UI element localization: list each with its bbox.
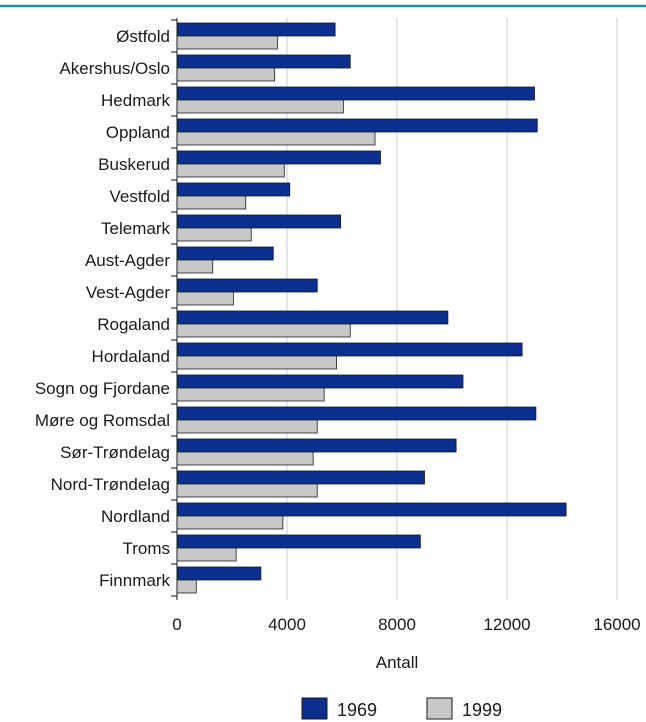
- bar-1999: [176, 195, 247, 210]
- tick-labels: 0 4000 8000 12000 16000: [172, 615, 640, 634]
- bar-1969: [176, 150, 381, 165]
- bar-1999: [176, 67, 276, 82]
- category-label: Nord-Trøndelag: [51, 475, 170, 494]
- bar-1969: [176, 118, 538, 133]
- legend: 1969 1999: [301, 697, 502, 720]
- x-tick-label: 16000: [593, 615, 640, 634]
- bar-1969: [176, 22, 336, 37]
- bar-1969: [176, 246, 274, 261]
- bar-1999: [176, 515, 284, 530]
- category-label: Troms: [122, 539, 170, 558]
- legend-label-1969: 1969: [337, 700, 377, 720]
- bar-1999: [176, 259, 214, 274]
- bar-1999: [176, 227, 252, 242]
- category-labels: Østfold Akershus/Oslo Hedmark Oppland Busker…: [35, 27, 171, 590]
- bar-1999: [176, 451, 314, 466]
- bar-layer: [176, 22, 567, 594]
- bar-1999: [176, 483, 318, 498]
- category-label: Akershus/Oslo: [59, 59, 170, 78]
- bar-1969: [176, 310, 449, 325]
- bar-1969: [176, 502, 567, 517]
- category-label: Telemark: [101, 219, 170, 238]
- category-label: Østfold: [116, 27, 170, 46]
- x-tick-label: 4000: [268, 615, 306, 634]
- bar-1969: [176, 534, 421, 549]
- bar-1969: [176, 54, 351, 69]
- legend-label-1999: 1999: [462, 700, 502, 720]
- category-label: Vest-Agder: [86, 283, 170, 302]
- x-tick-label: 0: [172, 615, 181, 634]
- bar-1969: [176, 182, 291, 197]
- bar-1969: [176, 374, 464, 389]
- bar-1999: [176, 547, 237, 562]
- bar-1969: [176, 470, 425, 485]
- category-label: Nordland: [101, 507, 170, 526]
- bar-1999: [176, 323, 351, 338]
- bar-1999: [176, 387, 325, 402]
- bar-1969: [176, 214, 342, 229]
- bar-1969: [176, 566, 262, 581]
- bar-1999: [176, 419, 318, 434]
- bar-1969: [176, 406, 537, 421]
- category-label: Sogn og Fjordane: [35, 379, 170, 398]
- category-label: Sør-Trøndelag: [60, 443, 170, 462]
- category-label: Hordaland: [92, 347, 170, 366]
- x-axis-title: Antall: [376, 653, 419, 672]
- category-label: Vestfold: [110, 187, 171, 206]
- bar-1999: [176, 355, 337, 370]
- bar-1969: [176, 278, 318, 293]
- category-label: Møre og Romsdal: [35, 411, 170, 430]
- bar-1999: [176, 99, 344, 114]
- bar-1999: [176, 35, 278, 50]
- bar-1969: [176, 438, 457, 453]
- category-label: Oppland: [106, 123, 170, 142]
- category-label: Hedmark: [101, 91, 170, 110]
- x-tick-label: 12000: [483, 615, 530, 634]
- bar-1969: [176, 86, 535, 101]
- category-label: Aust-Agder: [85, 251, 170, 270]
- category-label: Finnmark: [99, 571, 170, 590]
- bar-1999: [176, 131, 376, 146]
- bar-1969: [176, 342, 523, 357]
- bar-1999: [176, 163, 285, 178]
- legend-swatch-1999: [426, 697, 453, 720]
- bar-1999: [176, 579, 197, 594]
- x-tick-label: 8000: [378, 615, 416, 634]
- bar-1999: [176, 291, 234, 306]
- legend-swatch-1969: [301, 697, 328, 720]
- axis-layer: [171, 18, 178, 600]
- category-label: Buskerud: [98, 155, 170, 174]
- category-label: Rogaland: [97, 315, 170, 334]
